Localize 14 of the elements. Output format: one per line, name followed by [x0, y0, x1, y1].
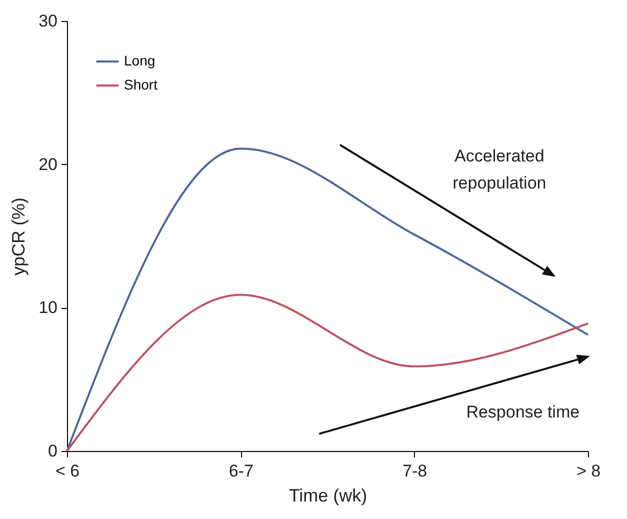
legend-label: Long — [124, 52, 156, 68]
y-tick-label: 0 — [48, 442, 58, 460]
x-axis-title: Time (wk) — [288, 486, 368, 506]
annotation: Response time — [466, 402, 580, 422]
x-tick-label: > 8 — [576, 462, 601, 480]
annotation: Accelerated repopulation — [452, 146, 546, 192]
y-tick-label: 20 — [38, 154, 58, 174]
legend-label: Short — [124, 76, 158, 92]
x-tick-label: 6-7 — [228, 462, 254, 480]
y-tick-label: 30 — [38, 12, 58, 30]
x-tick-label: 7-8 — [402, 462, 428, 480]
y-tick-label: 10 — [38, 298, 58, 318]
y-axis-title: ypCR (%) — [8, 197, 29, 276]
x-tick-label: < 6 — [55, 462, 80, 480]
